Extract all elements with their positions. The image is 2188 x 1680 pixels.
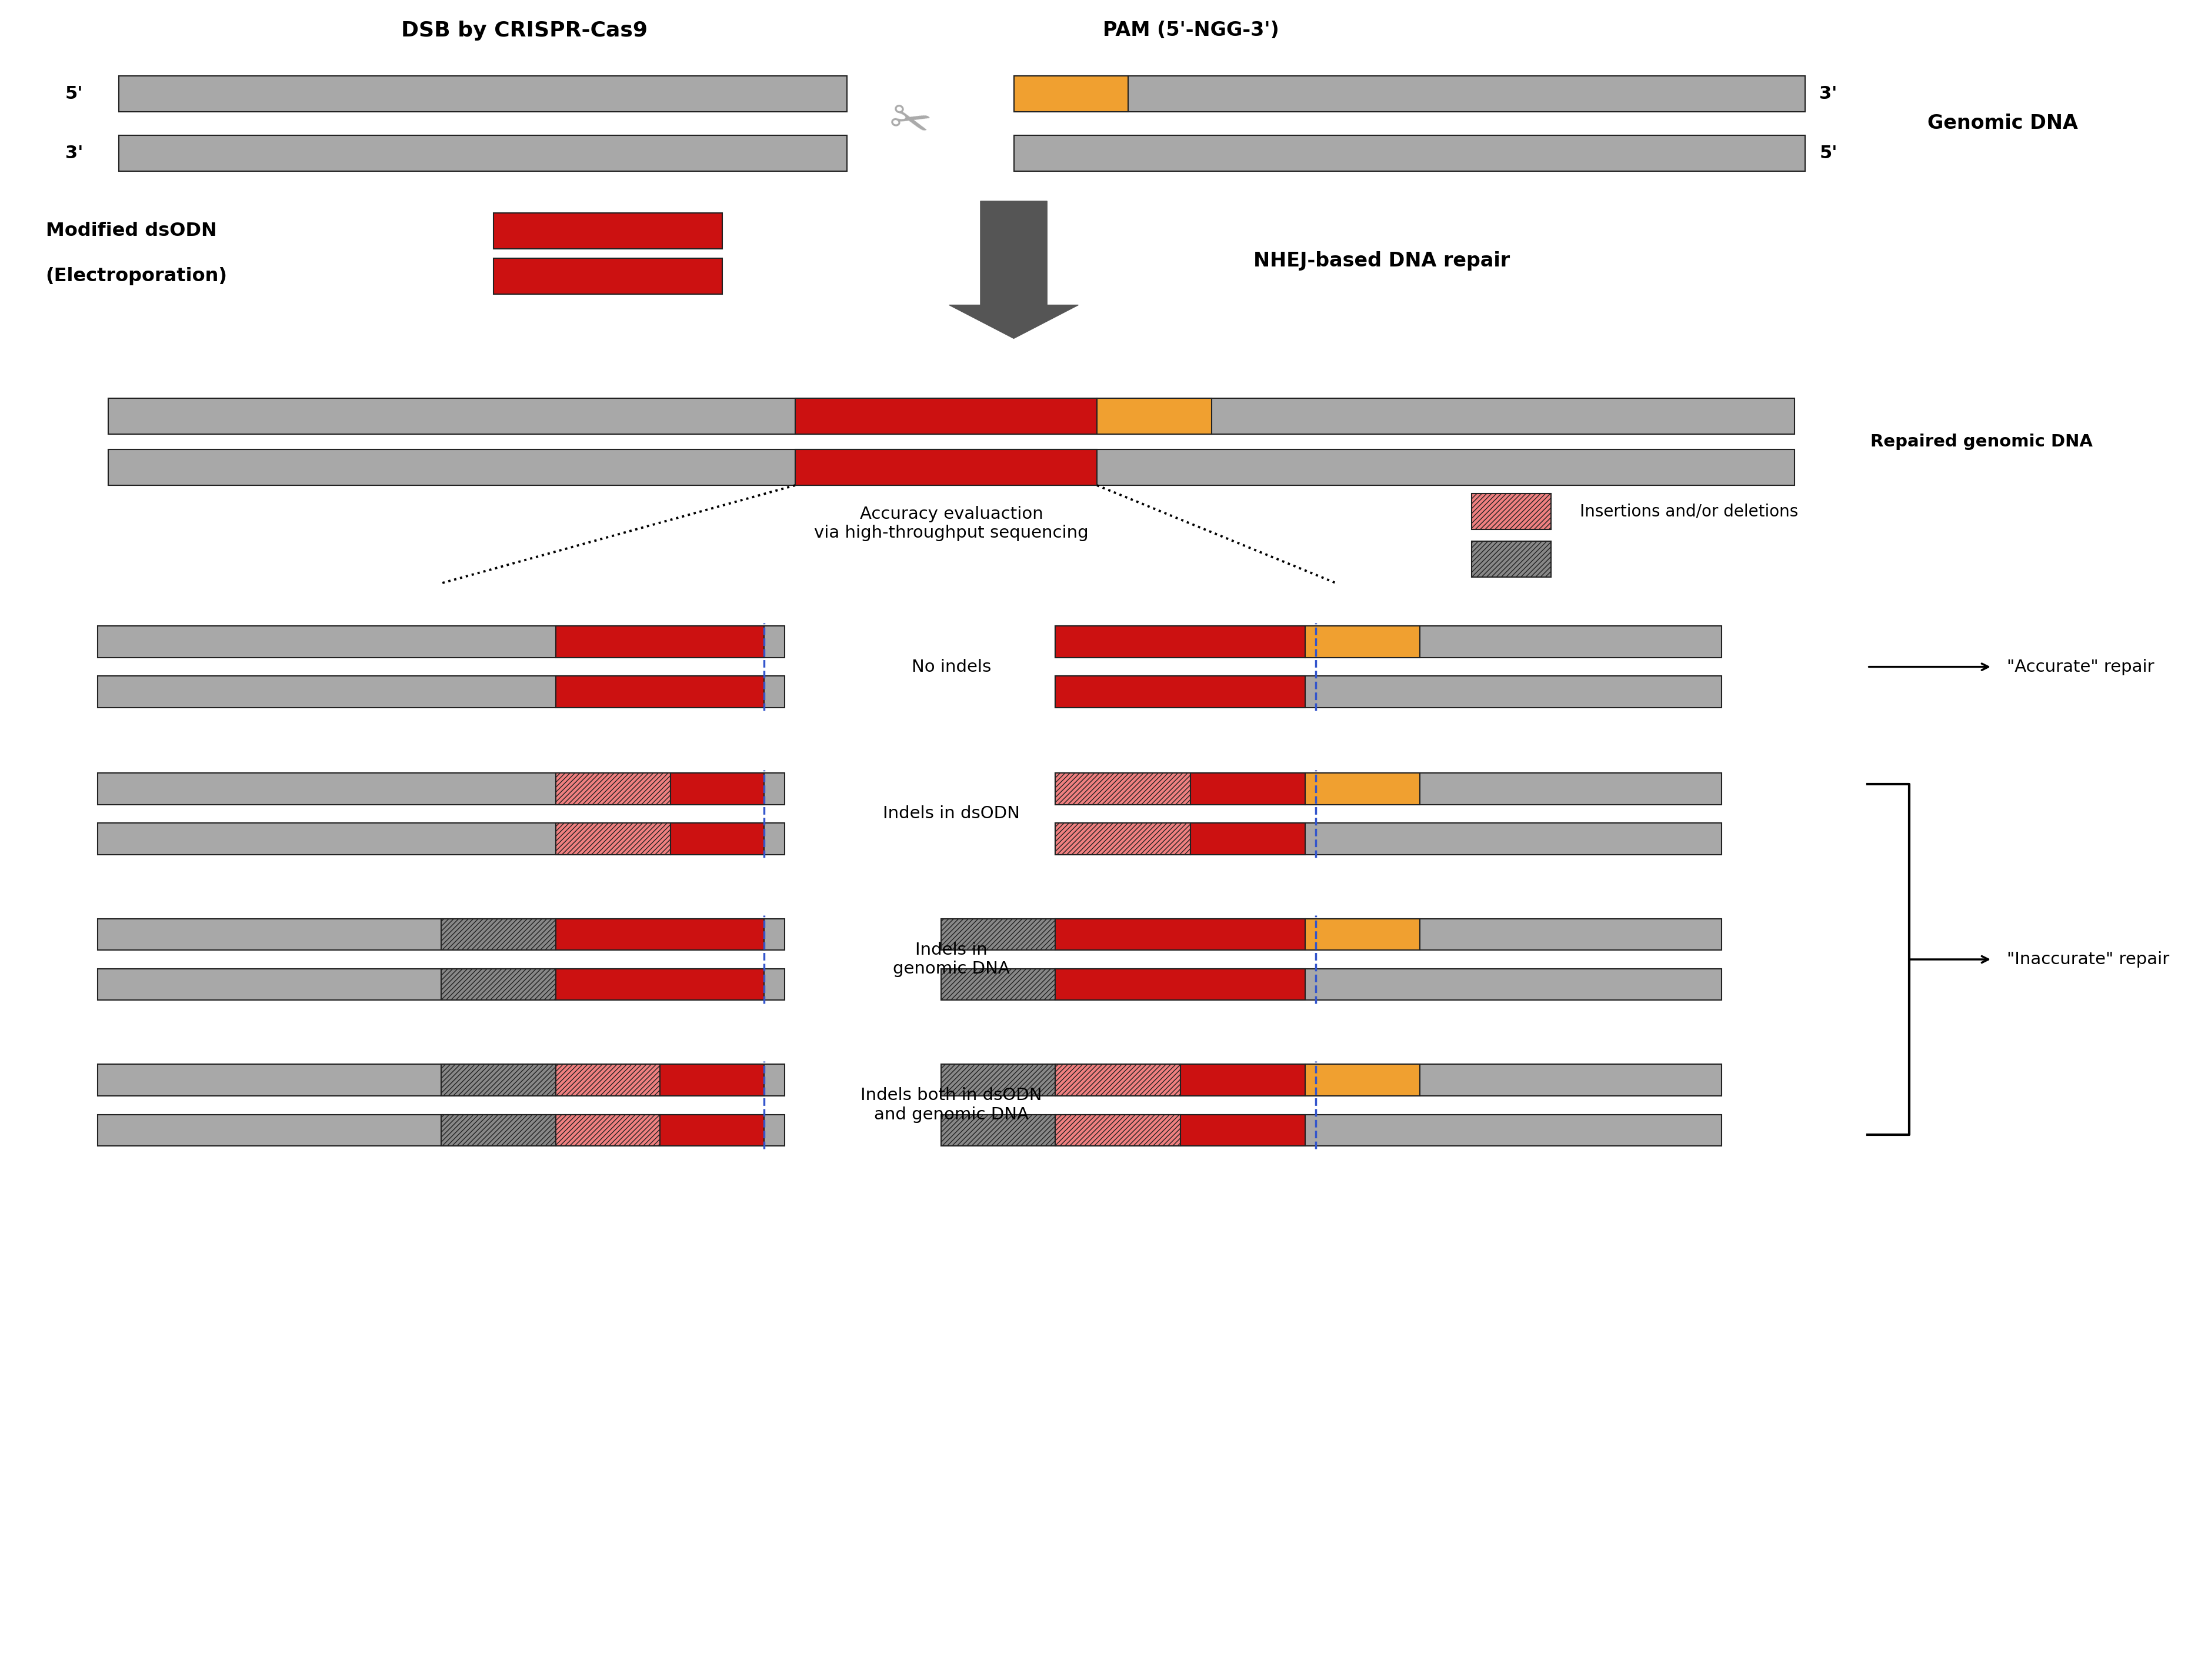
Bar — [1190, 823, 1306, 855]
Bar — [98, 969, 785, 1000]
Bar — [492, 213, 722, 249]
Bar — [1473, 541, 1551, 578]
Text: 5': 5' — [1820, 144, 1838, 161]
Bar — [442, 1114, 556, 1146]
Bar — [556, 1114, 661, 1146]
Text: Accuracy evaluaction
via high-throughput sequencing: Accuracy evaluaction via high-throughput… — [814, 506, 1087, 541]
Bar — [492, 259, 722, 294]
Bar — [98, 627, 785, 657]
Bar — [1306, 1063, 1420, 1095]
Bar — [661, 1114, 764, 1146]
FancyArrow shape — [950, 202, 1079, 338]
Text: DSB by CRISPR-Cas9: DSB by CRISPR-Cas9 — [400, 20, 648, 40]
Text: Genomic DNA: Genomic DNA — [1928, 114, 2079, 133]
Text: NHEJ-based DNA repair: NHEJ-based DNA repair — [1254, 250, 1510, 270]
Bar — [1055, 919, 1722, 951]
Bar — [98, 773, 785, 805]
Text: 3': 3' — [66, 144, 83, 161]
Text: Repaired genomic DNA: Repaired genomic DNA — [1871, 433, 2094, 450]
Bar — [107, 398, 1794, 433]
Bar — [1055, 773, 1722, 805]
Bar — [556, 773, 670, 805]
Bar — [1179, 1063, 1306, 1095]
Bar — [1013, 136, 1805, 171]
Bar — [941, 1063, 1055, 1095]
Bar — [1306, 773, 1420, 805]
Bar — [118, 76, 847, 111]
Bar — [107, 450, 1794, 486]
Bar — [1096, 398, 1212, 433]
Bar — [442, 969, 556, 1000]
Text: Modified dsODN: Modified dsODN — [46, 222, 217, 240]
Bar — [794, 450, 1096, 486]
Bar — [941, 919, 1055, 951]
Bar — [556, 675, 764, 707]
Bar — [1055, 1063, 1179, 1095]
Text: Insertions and/or deletions: Insertions and/or deletions — [1580, 504, 1799, 519]
Bar — [1055, 627, 1722, 657]
Bar — [1055, 1114, 1722, 1146]
Bar — [556, 1063, 661, 1095]
Bar — [1055, 969, 1306, 1000]
Bar — [670, 823, 764, 855]
Bar — [941, 969, 1055, 1000]
Bar — [98, 1063, 785, 1095]
Text: No indels: No indels — [912, 659, 991, 675]
Bar — [556, 823, 670, 855]
Bar — [1055, 969, 1722, 1000]
Bar — [1306, 919, 1420, 951]
Bar — [661, 1063, 764, 1095]
Bar — [1306, 627, 1420, 657]
Bar — [556, 627, 764, 657]
Text: Indels in
genomic DNA: Indels in genomic DNA — [893, 942, 1009, 978]
Text: "Accurate" repair: "Accurate" repair — [2006, 659, 2155, 675]
Text: "Inaccurate" repair: "Inaccurate" repair — [2006, 951, 2168, 968]
Bar — [1055, 823, 1722, 855]
Bar — [98, 1114, 785, 1146]
Bar — [1179, 1114, 1306, 1146]
Bar — [442, 919, 556, 951]
Text: ✂: ✂ — [884, 96, 936, 151]
Bar — [442, 1063, 556, 1095]
Text: Indels in dsODN: Indels in dsODN — [882, 805, 1020, 822]
Text: PAM (5'-NGG-3'): PAM (5'-NGG-3') — [1103, 20, 1278, 40]
Bar — [1055, 823, 1190, 855]
Bar — [794, 398, 1096, 433]
Bar — [1055, 919, 1306, 951]
Bar — [1055, 675, 1722, 707]
Text: (Electroporation): (Electroporation) — [46, 267, 228, 286]
Text: 5': 5' — [66, 86, 83, 102]
Text: Indels both in dsODN
and genomic DNA: Indels both in dsODN and genomic DNA — [860, 1087, 1041, 1122]
Bar — [1055, 675, 1306, 707]
Bar — [1055, 1114, 1179, 1146]
Bar — [1013, 76, 1129, 111]
Bar — [556, 919, 764, 951]
Bar — [670, 773, 764, 805]
Bar — [98, 919, 785, 951]
Bar — [1473, 494, 1551, 529]
Bar — [1055, 773, 1190, 805]
Bar — [98, 675, 785, 707]
Bar — [556, 969, 764, 1000]
Bar — [1190, 773, 1306, 805]
Bar — [98, 823, 785, 855]
Bar — [941, 1114, 1055, 1146]
Bar — [118, 136, 847, 171]
Text: 3': 3' — [1820, 86, 1838, 102]
Bar — [1055, 1063, 1722, 1095]
Bar — [1013, 76, 1805, 111]
Bar — [1055, 627, 1306, 657]
